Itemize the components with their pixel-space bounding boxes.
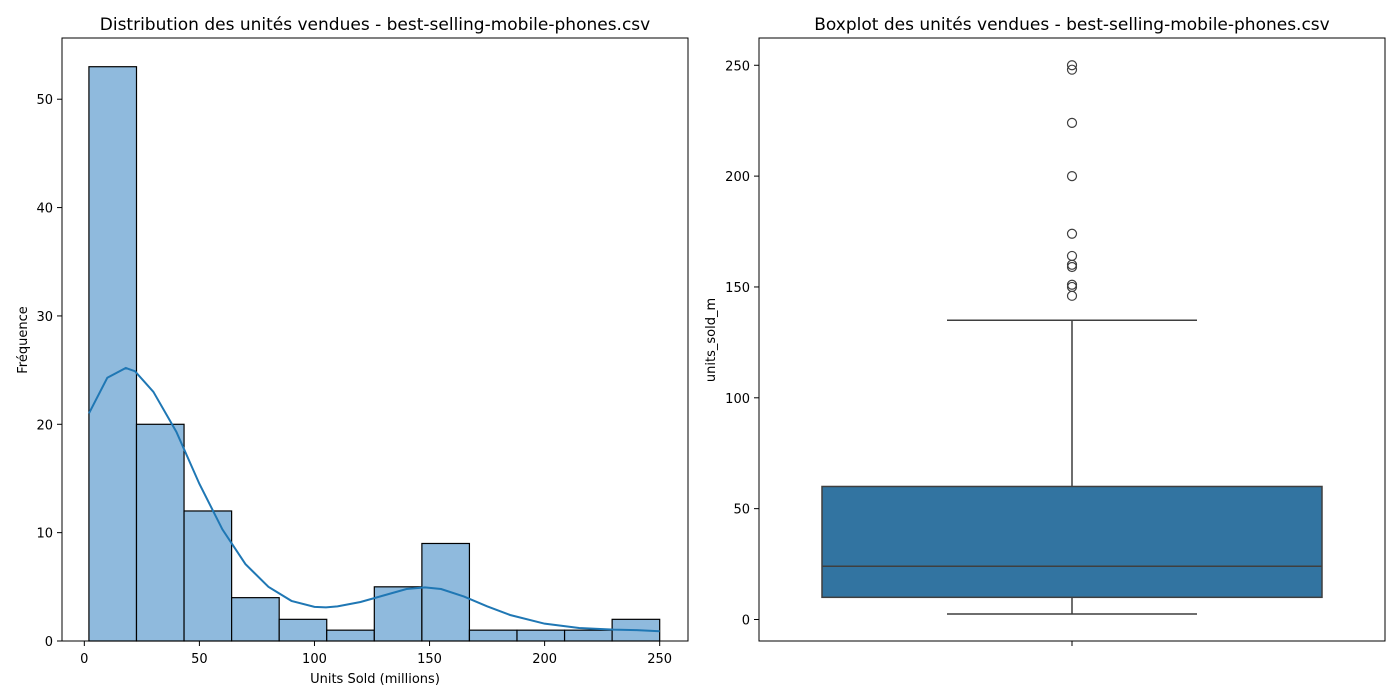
boxplot-chart: Boxplot des unités vendues - best-sellin…	[704, 15, 1386, 646]
histogram-y-tick-label: 0	[45, 635, 53, 650]
histogram-plot-frame	[61, 37, 689, 642]
outlier-point	[1066, 64, 1078, 75]
histogram-bar	[563, 629, 613, 642]
histogram-x-tick-label: 0	[80, 652, 88, 667]
histogram-bar	[183, 510, 233, 642]
histogram-bar	[421, 542, 471, 642]
histogram-bar	[373, 586, 423, 642]
histogram-y-tick-label: 50	[36, 93, 53, 108]
histogram-bar	[278, 618, 328, 642]
outlier-point	[1066, 281, 1078, 293]
boxplot-title: Boxplot des unités vendues - best-sellin…	[814, 15, 1329, 35]
histogram-chart: Distribution des unités vendues - best-s…	[16, 15, 689, 687]
boxplot-y-tick-label: 200	[725, 170, 750, 185]
histogram-bar	[135, 423, 185, 642]
kde-line	[88, 366, 660, 633]
boxplot-y-tick-label: 250	[725, 59, 750, 74]
histogram-x-axis-label: Units Sold (millions)	[310, 672, 440, 687]
boxplot-y-tick-label: 0	[742, 613, 750, 628]
histogram-x-tick-label: 100	[302, 652, 327, 667]
outlier-point	[1066, 117, 1078, 129]
histogram-bar	[231, 597, 280, 642]
histogram-title: Distribution des unités vendues - best-s…	[100, 15, 650, 35]
histogram-x-tick-label: 200	[532, 652, 557, 667]
boxplot-y-axis-label: units_sold_m	[704, 298, 719, 382]
outlier-point	[1066, 60, 1078, 71]
outlier-point	[1066, 228, 1078, 239]
histogram-y-tick-label: 10	[36, 527, 53, 542]
outlier-point	[1066, 279, 1078, 290]
outlier-point	[1066, 261, 1078, 273]
outlier-point	[1066, 259, 1078, 270]
histogram-y-tick-label: 20	[36, 418, 53, 433]
histogram-x-tick-label: 50	[191, 652, 208, 667]
histogram-bar	[88, 66, 138, 642]
histogram-y-axis-label: Fréquence	[16, 306, 31, 373]
outlier-point	[1066, 290, 1078, 301]
outlier-point	[1066, 171, 1078, 182]
boxplot-y-tick-label: 100	[725, 392, 750, 407]
histogram-bar	[326, 629, 375, 642]
histogram-bar	[516, 629, 566, 642]
outlier-point	[1066, 250, 1078, 262]
histogram-y-tick-label: 30	[36, 310, 53, 325]
histogram-bar	[468, 629, 518, 642]
histogram-x-tick-label: 150	[417, 652, 442, 667]
boxplot-y-tick-label: 50	[733, 503, 750, 518]
histogram-x-tick-label: 250	[647, 652, 672, 667]
histogram-y-tick-label: 40	[36, 202, 53, 217]
boxplot-y-tick-label: 150	[725, 281, 750, 296]
interquartile-box	[821, 485, 1323, 599]
